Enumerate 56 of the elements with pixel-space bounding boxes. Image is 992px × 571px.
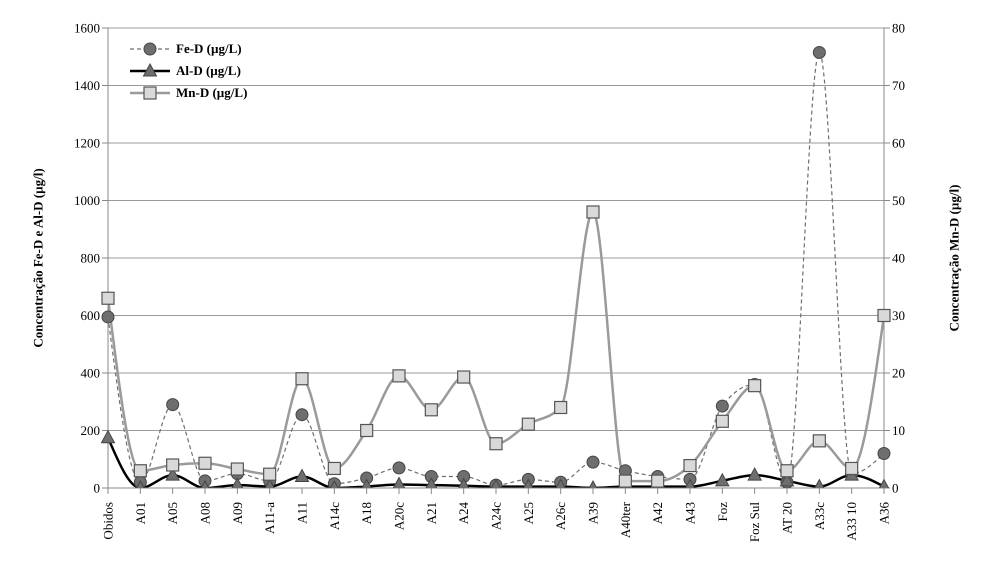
y-tick-label: 400 bbox=[80, 366, 100, 381]
point bbox=[392, 461, 406, 474]
x-tick-label: A33c bbox=[812, 502, 827, 530]
point bbox=[102, 310, 114, 324]
x-tick-label: A24c bbox=[488, 502, 504, 530]
point bbox=[878, 447, 890, 460]
y2-tick-label: 0 bbox=[892, 480, 898, 496]
y2-axis-title: Concentração Mn-D (µg/l) bbox=[946, 184, 962, 332]
x-tick-label: A21 bbox=[424, 502, 439, 524]
x-tick-label: A39 bbox=[586, 502, 600, 524]
y-tick-label: 1400 bbox=[74, 78, 100, 94]
x-tick-label: A42 bbox=[650, 502, 666, 524]
x-tick-label: A18 bbox=[359, 502, 374, 524]
point bbox=[166, 398, 180, 412]
x-tick-label: A24 bbox=[456, 502, 472, 524]
x-tick-label: A11-a bbox=[262, 502, 278, 534]
y-tick-label: 0 bbox=[94, 480, 100, 496]
x-tick-label: A40ter bbox=[618, 501, 633, 538]
y2-tick-label: 80 bbox=[892, 20, 905, 36]
x-tick-label: A26c bbox=[553, 502, 568, 530]
x-tick-label: A01 bbox=[132, 502, 148, 524]
x-tick-label: Obidos bbox=[100, 502, 116, 540]
y2-tick-label: 40 bbox=[892, 250, 905, 266]
y2-tick-label: 20 bbox=[892, 366, 905, 381]
point bbox=[296, 408, 308, 422]
x-tick-label: AT 20 bbox=[780, 502, 794, 534]
x-tick-label: Foz Sul bbox=[747, 502, 762, 542]
y-tick-label: 1600 bbox=[74, 20, 100, 36]
point bbox=[586, 456, 600, 469]
y-tick-label: 1200 bbox=[74, 136, 100, 151]
point bbox=[812, 46, 826, 59]
y2-tick-label: 10 bbox=[892, 423, 905, 438]
y2-tick-label: 50 bbox=[892, 193, 905, 208]
y2-tick-label: 60 bbox=[892, 136, 905, 151]
y2-tick-label: 70 bbox=[892, 78, 905, 94]
y2-tick-label: 30 bbox=[892, 308, 905, 324]
x-tick-label: A11 bbox=[294, 502, 310, 524]
x-tick-label: A14c bbox=[326, 502, 342, 530]
y-tick-label: 600 bbox=[80, 308, 100, 324]
legend-label: Al-D (µg/L) bbox=[176, 63, 241, 79]
x-tick-label: A05 bbox=[165, 502, 180, 524]
x-tick-label: A33 10 bbox=[844, 502, 860, 541]
x-tick-label: A36 bbox=[876, 502, 892, 524]
x-tick-label: A20c bbox=[392, 502, 406, 530]
x-tick-label: A25 bbox=[520, 502, 536, 524]
x-tick-label: Foz bbox=[714, 502, 730, 522]
y-tick-label: 200 bbox=[80, 423, 100, 438]
y-tick-label: 1000 bbox=[74, 193, 100, 208]
y-tick-label: 800 bbox=[80, 250, 100, 266]
point bbox=[716, 400, 729, 413]
y-axis-title: Concentração Fe-D e Al-D (µg/l) bbox=[30, 168, 46, 348]
legend-label: Mn-D (µg/L) bbox=[176, 85, 248, 101]
x-tick-label: A43 bbox=[682, 502, 698, 524]
x-tick-label: A09 bbox=[230, 502, 245, 524]
legend-label: Fe-D (µg/L) bbox=[176, 41, 242, 57]
x-tick-label: A08 bbox=[198, 502, 212, 524]
